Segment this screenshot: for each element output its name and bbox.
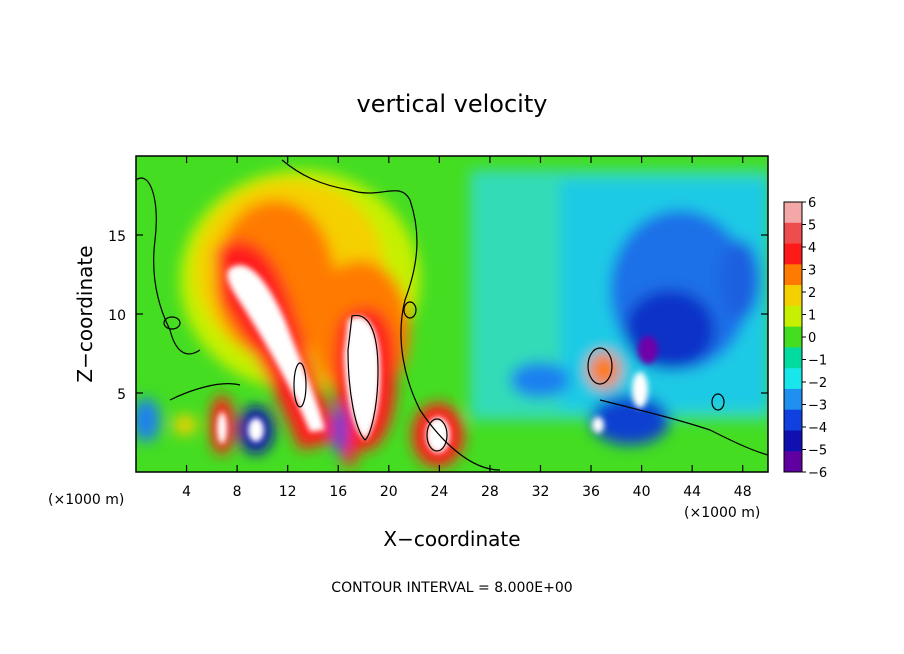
x-unit-right: (×1000 m) — [684, 505, 760, 521]
colorbar-swatch — [784, 285, 802, 307]
colorbar-swatch — [784, 222, 802, 245]
x-tick-label: 28 — [481, 484, 499, 500]
colorbar-swatch — [784, 409, 802, 431]
x-tick-label: 44 — [683, 484, 701, 500]
x-tick-label: 12 — [279, 484, 297, 500]
colorbar-swatch — [784, 388, 802, 411]
colorbar-swatch — [784, 202, 802, 224]
x-tick-label: 16 — [329, 484, 347, 500]
colorbar-label: −4 — [808, 421, 827, 436]
colorbar-label: 1 — [808, 309, 816, 324]
plot-area — [136, 156, 768, 472]
x-tick-label: 20 — [380, 484, 398, 500]
colorbar-swatch — [784, 243, 802, 265]
x-tick-label: 40 — [633, 484, 651, 500]
y-axis-label: Z−coordinate — [73, 245, 97, 382]
colorbar-swatch — [784, 451, 802, 473]
x-tick-label: 4 — [182, 484, 191, 500]
x-unit-left: (×1000 m) — [48, 492, 124, 508]
colorbar-label: −6 — [808, 466, 827, 481]
x-tick-label: 32 — [532, 484, 550, 500]
colorbar-swatch — [784, 264, 802, 286]
colorbar-label: −3 — [808, 399, 827, 414]
colorbar-swatch — [784, 430, 802, 452]
colorbar-swatch — [784, 305, 802, 328]
x-tick-label: 8 — [233, 484, 242, 500]
colorbar: 6 5 4 3 2 1 0 −1 −2 −3 −4 −5 −6 — [783, 196, 827, 481]
x-axis-ticks: 4 8 12 16 20 24 28 32 36 40 44 48 — [182, 156, 752, 500]
y-tick-label: 10 — [108, 308, 126, 324]
colorbar-swatch — [784, 326, 802, 348]
x-axis-label: X−coordinate — [383, 527, 520, 551]
colorbar-label: 3 — [808, 264, 816, 279]
y-tick-label: 5 — [117, 387, 126, 403]
x-tick-label: 36 — [582, 484, 600, 500]
chart-title: vertical velocity — [357, 90, 548, 118]
colorbar-label: 2 — [808, 286, 816, 301]
y-tick-label: 15 — [108, 229, 126, 245]
colorbar-label: 5 — [808, 219, 816, 234]
colorbar-label: 6 — [808, 196, 816, 211]
colorbar-label: −2 — [808, 376, 827, 391]
contour-lines — [136, 159, 768, 471]
colorbar-label: 4 — [808, 241, 816, 256]
contour-interval-footer: CONTOUR INTERVAL = 8.000E+00 — [331, 580, 572, 596]
colorbar-label: 0 — [808, 331, 816, 346]
x-tick-label: 24 — [430, 484, 448, 500]
colorbar-swatch — [784, 368, 802, 390]
y-axis-ticks: 5 10 15 — [108, 229, 768, 403]
colorbar-label: −5 — [808, 444, 827, 459]
colorbar-swatch — [784, 347, 802, 369]
colorbar-label: −1 — [808, 354, 827, 369]
x-tick-label: 48 — [734, 484, 752, 500]
